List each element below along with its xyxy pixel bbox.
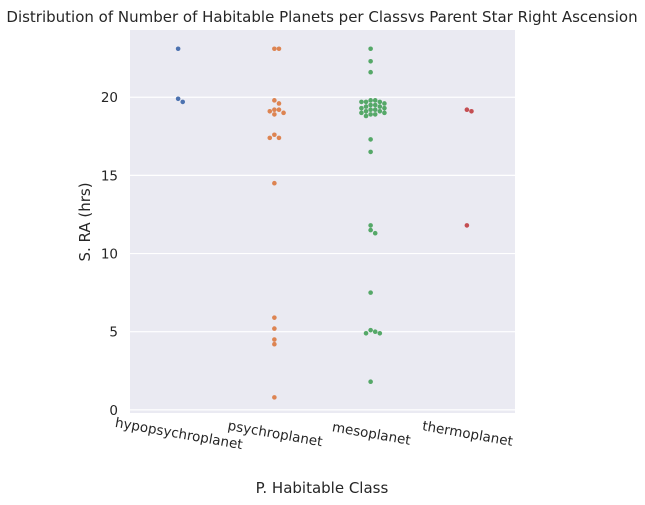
data-point bbox=[372, 329, 378, 335]
x-axis-label: P. Habitable Class bbox=[256, 479, 389, 497]
data-point bbox=[359, 105, 364, 111]
x-tick-label: hypopsychroplanet bbox=[114, 415, 244, 453]
data-point bbox=[368, 227, 373, 233]
data-point bbox=[363, 99, 369, 105]
data-point bbox=[272, 315, 277, 320]
data-point bbox=[359, 99, 364, 105]
data-point bbox=[276, 135, 282, 141]
data-point bbox=[368, 112, 373, 117]
data-point bbox=[368, 379, 373, 385]
data-point bbox=[276, 107, 282, 113]
data-point bbox=[368, 46, 373, 52]
data-point bbox=[180, 99, 186, 105]
y-tick-label: 10 bbox=[101, 247, 118, 263]
data-point bbox=[267, 108, 273, 114]
data-point bbox=[382, 110, 387, 116]
data-point bbox=[377, 108, 383, 114]
data-point bbox=[368, 149, 373, 155]
data-point bbox=[272, 98, 277, 103]
y-axis-label: S. RA (hrs) bbox=[76, 182, 94, 261]
data-point bbox=[363, 330, 369, 336]
y-tick-label: 0 bbox=[109, 403, 118, 419]
data-point bbox=[372, 107, 378, 113]
gridlines bbox=[130, 96, 515, 411]
data-point bbox=[363, 108, 369, 114]
data-point bbox=[382, 105, 387, 111]
y-axis-ticks: 0 5 10 15 20 bbox=[101, 90, 118, 419]
x-tick-label: thermoplanet bbox=[421, 418, 514, 450]
data-point bbox=[464, 107, 470, 113]
data-point bbox=[363, 104, 369, 109]
data-point bbox=[368, 98, 373, 103]
data-point bbox=[272, 395, 277, 400]
y-tick-label: 15 bbox=[101, 168, 118, 184]
data-point bbox=[469, 108, 474, 114]
x-tick-label: mesoplanet bbox=[331, 419, 412, 449]
data-point bbox=[368, 223, 373, 228]
data-point bbox=[281, 110, 286, 116]
data-point bbox=[368, 290, 373, 295]
data-point bbox=[267, 135, 273, 141]
data-point bbox=[377, 99, 383, 105]
data-point bbox=[272, 112, 277, 117]
data-point bbox=[272, 341, 277, 347]
data-point bbox=[368, 69, 373, 75]
data-point bbox=[368, 58, 373, 64]
data-point bbox=[372, 98, 378, 103]
data-point bbox=[276, 101, 282, 106]
y-tick-label: 20 bbox=[101, 90, 118, 106]
data-point bbox=[372, 112, 378, 117]
data-point bbox=[272, 46, 277, 52]
data-point bbox=[175, 96, 181, 102]
data-point bbox=[272, 132, 277, 138]
data-point bbox=[377, 330, 383, 336]
data-point bbox=[368, 137, 373, 142]
data-point bbox=[372, 102, 378, 108]
data-point bbox=[368, 327, 373, 333]
data-point bbox=[272, 326, 277, 331]
data-point bbox=[272, 107, 277, 113]
data-point bbox=[175, 46, 181, 52]
data-point bbox=[363, 113, 369, 119]
data-point bbox=[382, 101, 387, 106]
data-point bbox=[368, 107, 373, 113]
data-point bbox=[272, 337, 277, 342]
data-point bbox=[377, 104, 383, 109]
chart-title: Distribution of Number of Habitable Plan… bbox=[6, 8, 637, 26]
data-points bbox=[175, 46, 474, 400]
data-point bbox=[359, 110, 364, 116]
data-point bbox=[372, 230, 378, 236]
data-point bbox=[272, 180, 277, 186]
data-point bbox=[464, 223, 470, 228]
y-tick-label: 5 bbox=[109, 325, 118, 341]
plot-area bbox=[130, 30, 515, 413]
data-point bbox=[276, 46, 282, 52]
data-point bbox=[368, 102, 373, 108]
